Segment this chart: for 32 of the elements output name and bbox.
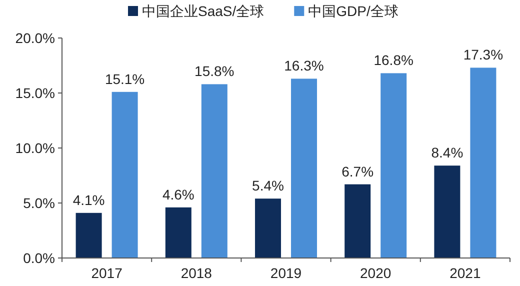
legend-label: 中国GDP/全球 [308,3,398,19]
data-label: 6.7% [342,163,374,180]
data-label: 15.1% [104,70,145,87]
bar [76,212,102,258]
bar [380,73,407,258]
bar [165,207,192,258]
data-label: 4.6% [162,186,194,202]
bar [344,184,371,258]
data-label: 5.4% [252,178,284,194]
legend-label: 中国企业SaaS/全球 [142,3,264,19]
y-tick-label: 15.0% [15,85,55,101]
data-label: 16.3% [284,58,324,74]
bar [255,198,281,258]
y-tick-label: 10.0% [15,140,55,156]
y-tick-label: 5.0% [23,195,55,211]
data-label: 15.8% [194,63,234,80]
bar [112,92,138,258]
data-label: 16.8% [374,52,414,68]
x-tick-label: 2017 [91,265,123,281]
data-label: 8.4% [431,144,464,161]
y-tick-label: 0.0% [23,250,55,266]
bar [201,84,228,258]
bar [434,166,460,258]
x-tick-label: 2019 [270,265,302,281]
y-tick-label: 20.0% [15,30,55,46]
x-tick-label: 2021 [450,265,481,281]
data-label: 4.1% [72,192,105,208]
x-tick-label: 2018 [180,265,212,281]
bar [291,78,317,258]
bar [470,68,496,258]
data-label: 17.3% [463,46,504,63]
x-tick-label: 2020 [360,265,392,281]
